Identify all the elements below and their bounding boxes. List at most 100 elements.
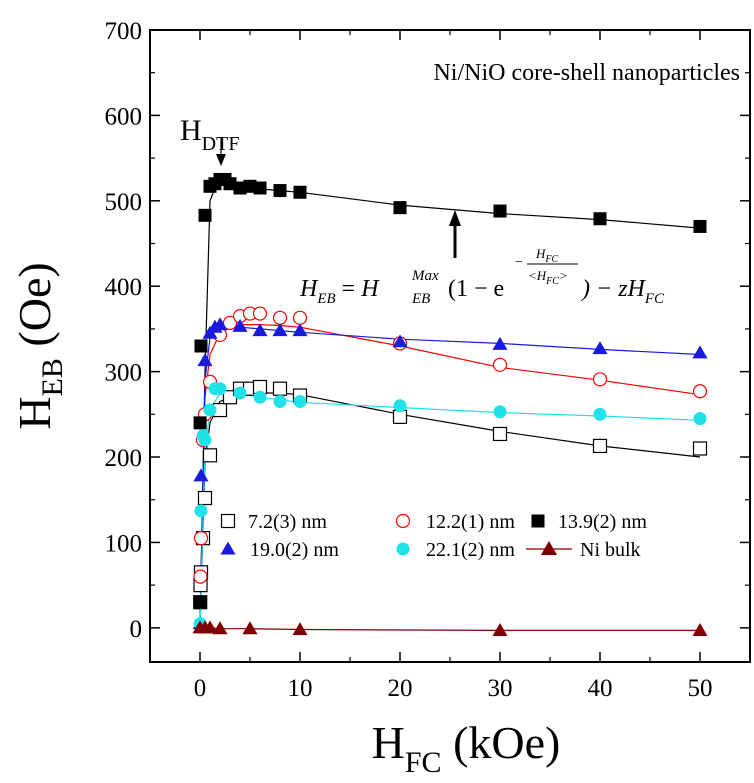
data-point xyxy=(692,622,708,636)
data-point xyxy=(197,490,213,506)
formula-exp-den-close: > xyxy=(559,268,568,283)
data-point xyxy=(197,353,213,367)
x-axis-label: HFC (kOe) xyxy=(372,717,561,779)
legend-label: 19.0(2) nm xyxy=(250,539,339,561)
data-point xyxy=(272,310,288,325)
data-point xyxy=(692,384,708,399)
data-point xyxy=(253,390,267,404)
svg-text:HDTF: HDTF xyxy=(180,114,239,155)
fit-line-1 xyxy=(199,324,701,628)
data-point xyxy=(193,595,207,609)
formula-term: H xyxy=(360,276,380,302)
x-tick-label: 50 xyxy=(688,675,713,702)
fit-line-5 xyxy=(200,627,700,631)
data-point xyxy=(194,339,208,353)
formula-exp-num: H xyxy=(535,246,546,261)
formula-close: ) − zH xyxy=(580,276,647,302)
data-point xyxy=(692,441,708,456)
x-tick-label: 20 xyxy=(388,675,413,702)
legend-label: Ni bulk xyxy=(580,539,641,561)
svg-text:HEB = H: HEB = H xyxy=(299,276,380,307)
y-axis-label: HEB (Oe) xyxy=(9,262,69,429)
data-point xyxy=(273,184,287,198)
data-point xyxy=(222,315,238,331)
data-point xyxy=(272,381,288,396)
data-point xyxy=(198,433,212,447)
data-point xyxy=(253,181,267,195)
data-point xyxy=(492,357,508,372)
data-point xyxy=(293,395,307,409)
formula-exp-den-sub: FC xyxy=(545,276,559,287)
data-point xyxy=(202,448,218,463)
legend-marker xyxy=(540,541,558,555)
dtf-label-main: H xyxy=(180,114,202,147)
y-tick-label: 200 xyxy=(105,445,143,472)
data-point xyxy=(392,334,408,348)
data-point xyxy=(592,438,608,454)
data-point xyxy=(492,426,508,442)
dtf-annotation: HDTF xyxy=(180,114,239,166)
data-point xyxy=(212,317,228,331)
data-point xyxy=(193,531,209,546)
formula-eq: = xyxy=(336,276,362,302)
x-tick-label: 40 xyxy=(588,675,613,702)
data-point xyxy=(213,382,227,396)
formula-open: (1 − e xyxy=(448,276,504,302)
data-point xyxy=(492,622,508,636)
data-point xyxy=(223,177,237,191)
legend-label: 12.2(1) nm xyxy=(426,511,515,533)
data-point xyxy=(292,622,308,636)
formula-exp-minus: − xyxy=(515,255,523,270)
chart-title: Ni/NiO core-shell nanoparticles xyxy=(433,60,740,86)
data-point xyxy=(393,399,407,413)
data-point xyxy=(693,412,707,426)
data-point xyxy=(242,621,258,635)
data-point xyxy=(393,201,407,215)
data-point xyxy=(193,569,208,584)
legend-marker xyxy=(395,513,411,529)
plot-frame xyxy=(149,29,751,663)
data-point xyxy=(493,204,507,218)
data-point xyxy=(193,468,209,482)
data-point xyxy=(233,181,247,195)
data-point xyxy=(203,403,217,417)
data-point xyxy=(243,179,257,193)
y-tick-label: 500 xyxy=(105,189,143,216)
data-point xyxy=(593,212,607,226)
dtf-arrow-head xyxy=(216,154,226,166)
fit-line-2 xyxy=(199,183,701,628)
data-point xyxy=(273,395,287,409)
data-point xyxy=(693,219,707,233)
formula-exp-num-sub: FC xyxy=(544,254,558,265)
formula-lhs: H xyxy=(299,276,319,302)
x-tick-label: 10 xyxy=(288,675,313,702)
data-point xyxy=(272,323,288,337)
legend-label: 13.9(2) nm xyxy=(558,511,647,533)
data-point xyxy=(198,208,212,222)
data-point xyxy=(293,185,307,199)
data-point xyxy=(232,318,248,332)
legend: 7.2(3) nm 12.2(1) nm 13.9(2) nm 19.0(2) nm 2… xyxy=(220,511,647,561)
data-point xyxy=(292,323,308,337)
formula-close-sub: FC xyxy=(644,291,665,307)
data-point xyxy=(194,504,208,518)
y-tick-label: 100 xyxy=(105,530,143,557)
fit-lines xyxy=(199,183,701,631)
data-point xyxy=(692,345,708,359)
formula-term-sup: Max xyxy=(411,268,439,284)
legend-marker xyxy=(220,541,236,555)
data-point xyxy=(392,409,408,424)
legend-marker xyxy=(220,513,236,529)
svg-text:) − zHFC: ) − zHFC xyxy=(580,276,665,307)
formula-lhs-sub: EB xyxy=(316,291,335,307)
data-point xyxy=(212,621,228,635)
fit-line-3 xyxy=(199,323,701,628)
y-tick-label: 300 xyxy=(105,360,143,387)
data-point xyxy=(492,336,508,350)
formula-exp-den: <H xyxy=(528,268,547,283)
data-points xyxy=(192,172,708,636)
data-point xyxy=(592,372,608,387)
data-point xyxy=(593,407,607,421)
data-point xyxy=(252,323,268,337)
